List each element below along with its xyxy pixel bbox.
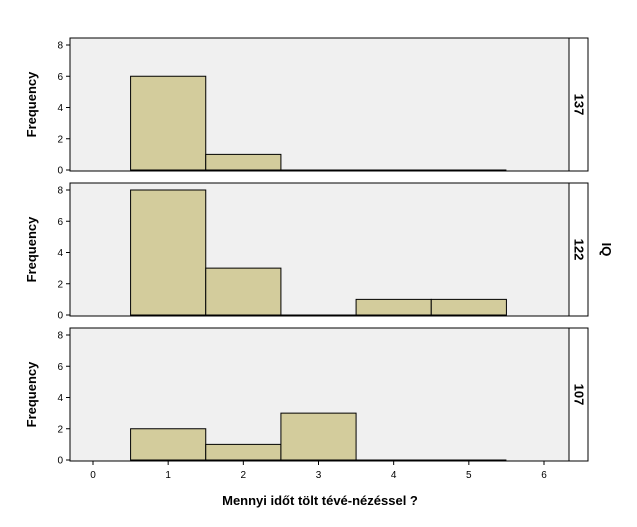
y-axis-title: Frequency: [24, 71, 39, 138]
facet-label: IQ: [599, 243, 614, 257]
y-axis-title: Frequency: [24, 216, 39, 283]
y-tick-label: 6: [57, 72, 63, 83]
panel-label: 137: [572, 94, 587, 116]
bar: [355, 298, 432, 316]
y-tick-label: 0: [57, 166, 63, 177]
bar: [205, 267, 282, 316]
y-tick-label: 4: [57, 103, 63, 114]
bar: [205, 153, 282, 171]
y-tick-label: 2: [57, 424, 63, 435]
x-tick-label: 1: [165, 470, 171, 481]
y-tick-label: 4: [57, 248, 63, 259]
y-tick-label: 8: [57, 41, 63, 52]
x-tick-label: 6: [541, 470, 547, 481]
bar: [130, 428, 207, 461]
y-tick-label: 4: [57, 393, 63, 404]
y-tick-label: 0: [57, 456, 63, 467]
y-tick-label: 6: [57, 217, 63, 228]
panel-label: 107: [572, 384, 587, 406]
panel-137: 0 2 4 6 8 Frequency 137: [24, 37, 589, 177]
panel-107: 0 2 4 6 8 Frequency 107: [24, 327, 589, 467]
y-tick-label: 8: [57, 331, 63, 342]
panel-label: 122: [572, 239, 587, 261]
bar: [130, 189, 207, 316]
panels-layer: 0 2 4 6 8 Frequency 137 0 2 4 6 8 Frequency 122 0 2 4 6 8 F…: [24, 37, 589, 467]
x-tick-label: 2: [241, 470, 247, 481]
y-tick-label: 2: [57, 279, 63, 290]
panel-122: 0 2 4 6 8 Frequency 122: [24, 182, 589, 322]
x-axis-title: Mennyi időt tölt tévé-nézéssel ?: [222, 493, 418, 508]
bar: [430, 298, 507, 316]
bar: [205, 443, 282, 461]
x-tick-label: 3: [316, 470, 322, 481]
panel-label-strip: [568, 37, 589, 172]
bar: [280, 412, 357, 461]
bar: [130, 75, 207, 171]
x-axis: 0 1 2 3 4 5 6: [90, 461, 547, 481]
x-tick-label: 4: [391, 470, 397, 481]
y-axis-title: Frequency: [24, 361, 39, 428]
y-tick-label: 6: [57, 362, 63, 373]
x-tick-label: 0: [90, 470, 96, 481]
y-tick-label: 2: [57, 134, 63, 145]
panel-label-strip: [568, 327, 589, 462]
y-tick-label: 8: [57, 186, 63, 197]
y-tick-label: 0: [57, 311, 63, 322]
panel-label-strip: [568, 182, 589, 317]
x-tick-label: 5: [466, 470, 472, 481]
